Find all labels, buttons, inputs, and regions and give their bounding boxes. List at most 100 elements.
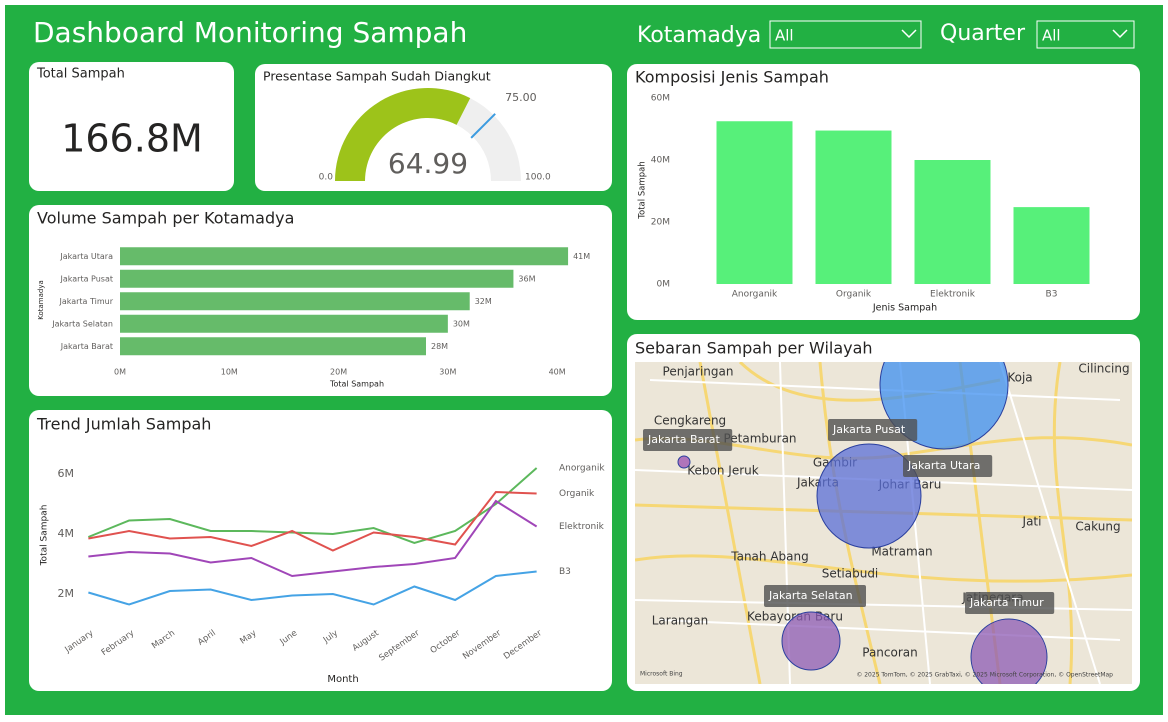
map-label: Jakarta Pusat — [832, 423, 906, 436]
legend-label: Organik — [559, 489, 595, 499]
data-label: 30M — [453, 319, 470, 328]
map-label: Jakarta Timur — [969, 596, 1044, 609]
map-attribution: © 2025 TomTom, © 2025 GrabTaxi, © 2025 M… — [856, 672, 1113, 679]
map-label-box — [764, 585, 866, 607]
map-brand: Microsoft Bing — [640, 671, 683, 678]
x-axis-title: Total Sampah — [329, 380, 384, 389]
place-label: Pancoran — [862, 646, 918, 660]
y-tick-label: 6M — [58, 467, 75, 480]
place-label: Jati — [1022, 515, 1042, 529]
chart-title: Sebaran Sampah per Wilayah — [635, 339, 873, 358]
x-tick-label: 10M — [221, 368, 238, 377]
place-label: Kebon Jeruk — [687, 464, 758, 478]
map-label-box — [643, 429, 733, 451]
bar — [120, 314, 448, 333]
kpi-title: Total Sampah — [36, 67, 125, 82]
map-bubble — [677, 455, 691, 469]
bar — [120, 292, 470, 311]
filter-label: Kotamadya — [637, 23, 761, 48]
bar — [120, 269, 514, 288]
x-axis-title: Month — [327, 674, 358, 685]
line — [88, 570, 537, 606]
place-label: Tanah Abang — [730, 550, 808, 564]
map-label-box — [903, 455, 993, 477]
filter-label: Quarter — [940, 21, 1026, 46]
y-tick-label: Jakarta Pusat — [60, 274, 114, 283]
map-bubble — [970, 618, 1048, 684]
x-axis-title: Jenis Sampah — [872, 303, 937, 314]
bar — [716, 121, 793, 284]
map-label: Jakarta Selatan — [768, 589, 853, 602]
line — [87, 467, 538, 545]
map-label-box — [828, 419, 918, 441]
gauge-max-label: 100.0 — [525, 173, 551, 183]
y-tick-label: 40M — [651, 156, 670, 166]
map[interactable]: PenjaringanCengkarengGambirKebon JerukJa… — [635, 321, 1132, 695]
card — [29, 62, 234, 191]
dropdown[interactable] — [769, 20, 922, 49]
bar — [120, 337, 426, 356]
dropdown-value[interactable]: All — [775, 27, 794, 45]
data-label: 41M — [573, 252, 590, 261]
y-tick-label: 2M — [58, 587, 75, 600]
y-tick-label: Jakarta Utara — [59, 252, 113, 261]
dropdown-value[interactable]: All — [1042, 27, 1061, 45]
map-label: Jakarta Utara — [907, 459, 980, 472]
place-label: Larangan — [652, 614, 709, 628]
x-tick-label: 20M — [330, 368, 347, 377]
line — [88, 499, 538, 578]
bar — [815, 130, 892, 284]
dashboard-title: Dashboard Monitoring Sampah — [33, 16, 467, 49]
place-label: Matraman — [871, 545, 932, 559]
gauge-value — [335, 88, 471, 181]
legend-label: Elektronik — [559, 522, 605, 532]
y-tick-label: 0M — [657, 280, 671, 290]
y-tick-label: Jakarta Barat — [60, 342, 113, 351]
place-label: Koja — [1007, 371, 1032, 385]
x-tick-label: Organik — [836, 290, 872, 300]
place-label: Petamburan — [723, 432, 796, 446]
bar — [120, 247, 569, 266]
map-label: Jakarta Barat — [647, 433, 721, 446]
y-tick-label: Jakarta Timur — [58, 297, 113, 306]
gauge-value-label: 64.99 — [388, 147, 468, 180]
data-label: 36M — [518, 274, 535, 283]
y-tick-label: 20M — [651, 218, 670, 228]
chart-title: Komposisi Jenis Sampah — [635, 68, 829, 87]
y-axis-title: Total Sampah — [638, 161, 648, 219]
card — [29, 410, 612, 691]
y-axis-title: Total Sampah — [40, 505, 50, 567]
line — [88, 490, 537, 552]
map-label-box — [965, 592, 1055, 614]
y-tick-label: Jakarta Selatan — [51, 319, 113, 328]
map-bubble — [781, 611, 841, 671]
data-label: 32M — [475, 297, 492, 306]
x-tick-label: Elektronik — [930, 290, 976, 300]
x-tick-label: B3 — [1046, 290, 1058, 300]
place-label: Cilincing — [1078, 362, 1129, 376]
gauge-target-label: 75.00 — [505, 91, 537, 104]
legend-label: B3 — [559, 567, 571, 577]
gauge-min-label: 0.0 — [319, 173, 334, 183]
x-tick-label: 30M — [439, 368, 456, 377]
gauge-title: Presentase Sampah Sudah Diangkut — [263, 69, 491, 84]
y-axis-title: Kotamadya — [37, 280, 45, 320]
place-label: Setiabudi — [822, 567, 879, 581]
place-label: Penjaringan — [663, 365, 734, 379]
bar — [1013, 207, 1090, 284]
gauge-target — [470, 113, 496, 139]
bar — [914, 160, 991, 284]
x-tick-label: 40M — [549, 368, 566, 377]
chart-title: Volume Sampah per Kotamadya — [37, 209, 294, 228]
x-tick-label: 0M — [114, 368, 126, 377]
place-label: Cengkareng — [654, 414, 726, 428]
chevron[interactable] — [901, 29, 917, 39]
legend-label: Anorganik — [559, 464, 605, 474]
data-label: 28M — [431, 342, 448, 351]
chart-title: Trend Jumlah Sampah — [36, 415, 211, 434]
dropdown[interactable] — [1036, 20, 1135, 49]
chevron[interactable] — [1112, 29, 1128, 39]
place-label: Cakung — [1075, 520, 1120, 534]
y-tick-label: 60M — [651, 94, 670, 104]
